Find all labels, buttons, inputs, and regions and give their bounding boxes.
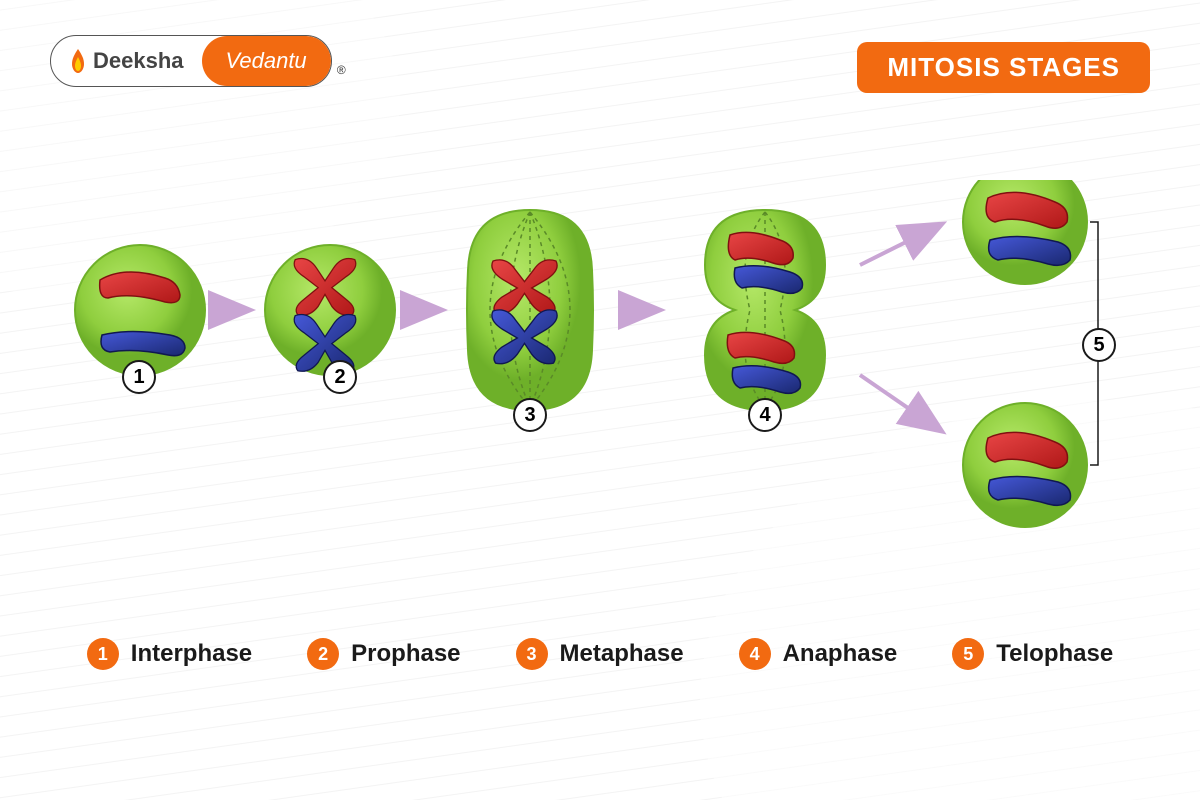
legend: 1 Interphase 2 Prophase 3 Metaphase 4 An… — [0, 638, 1200, 670]
label-5-num: 5 — [1093, 334, 1104, 357]
cell-label-3: 3 — [513, 398, 547, 432]
flame-icon — [69, 49, 87, 73]
legend-item-2: 2 Prophase — [307, 638, 460, 670]
legend-label-1: Interphase — [131, 640, 252, 668]
cell-telophase-bottom — [963, 403, 1087, 527]
label-1-num: 1 — [133, 366, 144, 389]
cell-interphase — [75, 245, 205, 375]
legend-num-3: 3 — [516, 638, 548, 670]
legend-item-3: 3 Metaphase — [516, 638, 684, 670]
legend-num-2: 2 — [307, 638, 339, 670]
legend-item-1: 1 Interphase — [87, 638, 252, 670]
logo: Deeksha Vedantu ® — [50, 35, 332, 87]
legend-item-5: 5 Telophase — [952, 638, 1113, 670]
legend-item-4: 4 Anaphase — [739, 638, 898, 670]
main-container: Deeksha Vedantu ® MITOSIS STAGES — [0, 0, 1200, 800]
legend-label-5: Telophase — [996, 640, 1113, 668]
cell-prophase — [265, 245, 395, 375]
legend-label-2: Prophase — [351, 640, 460, 668]
legend-label-4: Anaphase — [783, 640, 898, 668]
legend-num-5: 5 — [952, 638, 984, 670]
cell-telophase-top — [963, 180, 1087, 284]
label-2-num: 2 — [334, 366, 345, 389]
legend-num-1: 1 — [87, 638, 119, 670]
mitosis-diagram — [70, 180, 1170, 550]
logo-deeksha: Deeksha — [51, 48, 202, 74]
logo-pill: Deeksha Vedantu — [50, 35, 332, 87]
logo-vedantu: Vedantu — [202, 36, 331, 86]
cell-anaphase — [705, 210, 825, 410]
cell-label-4: 4 — [748, 398, 782, 432]
cell-metaphase — [467, 210, 593, 410]
title-text: MITOSIS STAGES — [887, 52, 1120, 82]
label-4-num: 4 — [759, 404, 770, 427]
title-badge: MITOSIS STAGES — [857, 42, 1150, 93]
legend-num-4: 4 — [739, 638, 771, 670]
cell-label-2: 2 — [323, 360, 357, 394]
diagram-area: 1 2 3 4 5 — [70, 180, 1170, 530]
legend-label-3: Metaphase — [560, 640, 684, 668]
logo-deeksha-text: Deeksha — [93, 48, 184, 74]
cell-label-5: 5 — [1082, 328, 1116, 362]
cell-label-1: 1 — [122, 360, 156, 394]
logo-vedantu-text: Vedantu — [226, 48, 307, 74]
label-3-num: 3 — [524, 404, 535, 427]
registered-mark: ® — [337, 63, 346, 77]
